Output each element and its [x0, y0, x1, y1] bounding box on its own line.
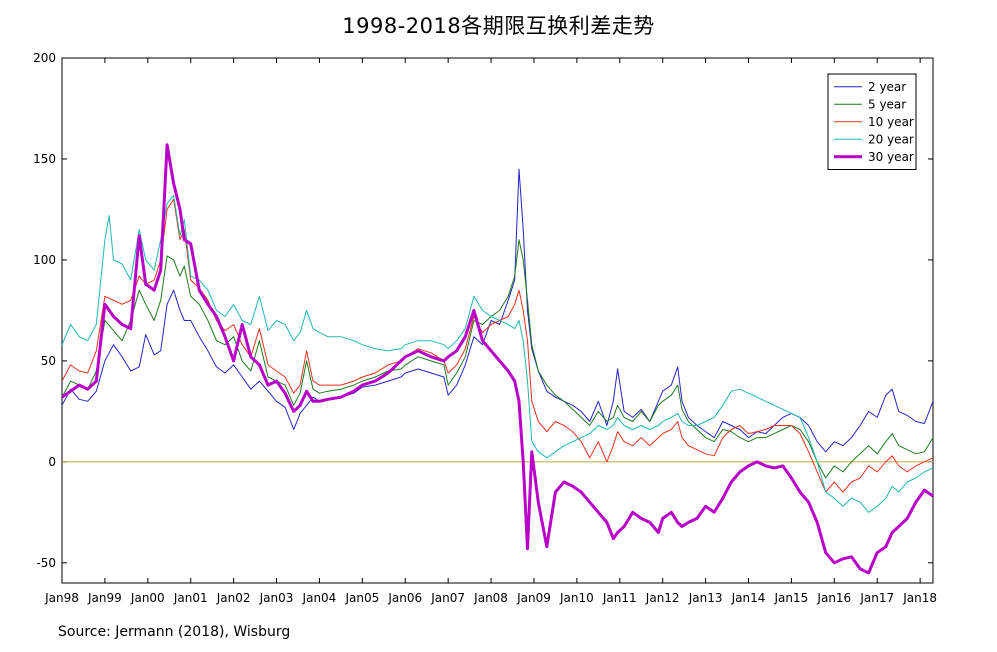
legend-label: 2 year	[868, 80, 906, 94]
y-tick-label: -50	[36, 556, 56, 570]
x-tick-label: Jan99	[87, 591, 122, 605]
y-tick-label: 200	[33, 51, 56, 65]
plot-frame	[61, 57, 934, 584]
x-tick-label: Jan05	[344, 591, 379, 605]
source-note: Source: Jermann (2018), Wisburg	[58, 624, 291, 640]
x-tick-label: Jan16	[816, 591, 851, 605]
legend-label: 20 year	[868, 132, 914, 146]
x-tick-label: Jan06	[387, 591, 422, 605]
x-tick-label: Jan02	[216, 591, 251, 605]
x-tick-label: Jan10	[559, 591, 594, 605]
series-line-5-year	[61, 239, 934, 479]
legend-label: 5 year	[868, 97, 906, 111]
legend-label: 30 year	[868, 150, 914, 164]
x-tick-label: Jan14	[731, 591, 766, 605]
chart-title: 1998-2018各期限互换利差走势	[342, 14, 655, 38]
x-axis: Jan98 Jan99 Jan00 Jan01 Jan02 Jan03 Jan04 Jan05…	[44, 58, 937, 605]
legend-label: 10 year	[868, 115, 914, 129]
x-tick-label: Jan08	[473, 591, 508, 605]
x-tick-label: Jan98	[44, 591, 79, 605]
x-tick-label: Jan00	[130, 591, 165, 605]
legend: 2 year 5 year 10 year 20 year 30 year	[827, 73, 917, 170]
y-tick-label: 50	[41, 354, 56, 368]
y-tick-label: 0	[48, 455, 56, 469]
x-tick-label: Jan12	[645, 591, 680, 605]
y-tick-label: 100	[33, 253, 56, 267]
series-line-2-year	[61, 168, 934, 453]
y-tick-label: 150	[33, 152, 56, 166]
x-tick-label: Jan01	[173, 591, 208, 605]
x-tick-label: Jan09	[516, 591, 551, 605]
x-tick-label: Jan07	[430, 591, 465, 605]
plot-area	[61, 57, 934, 584]
x-tick-label: Jan18	[902, 591, 937, 605]
x-tick-label: Jan13	[688, 591, 723, 605]
series-group	[61, 143, 934, 575]
x-tick-label: Jan04	[302, 591, 337, 605]
x-tick-label: Jan15	[774, 591, 809, 605]
series-line-30-year	[61, 143, 934, 575]
y-axis: -50 0 50 100 150 200	[33, 51, 933, 570]
x-tick-label: Jan03	[259, 591, 294, 605]
series-line-20-year	[61, 194, 934, 513]
x-tick-label: Jan17	[859, 591, 894, 605]
x-tick-label: Jan11	[602, 591, 637, 605]
